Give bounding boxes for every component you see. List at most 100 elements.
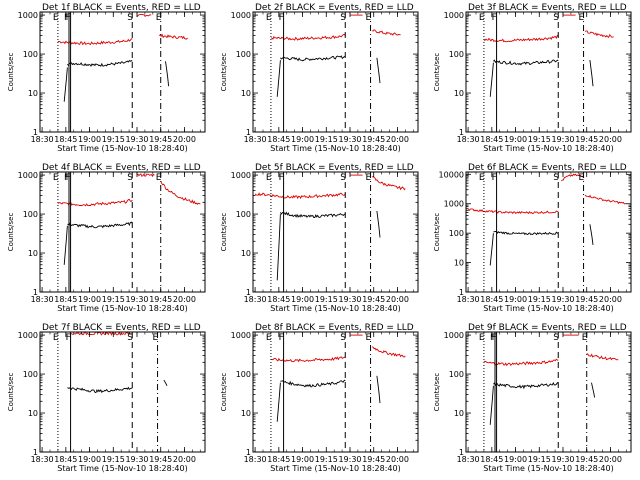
y-tick-label: 1 xyxy=(459,448,464,457)
series-line xyxy=(493,230,559,236)
x-tick-label: 18:30 xyxy=(244,295,267,304)
x-tick-label: 20:00 xyxy=(599,295,622,304)
x-tick-label: 19:00 xyxy=(504,135,527,144)
x-tick-label: 19:45 xyxy=(362,295,385,304)
series-line xyxy=(270,33,346,41)
panel-data xyxy=(270,14,401,97)
plot-frame xyxy=(252,11,419,133)
plot-frame xyxy=(465,331,632,453)
y-tick-label: 100 xyxy=(23,210,38,219)
series-line xyxy=(589,60,594,87)
marker-label: S xyxy=(340,173,346,183)
marker-label: F xyxy=(490,333,495,343)
x-axis-label: Start Time (15-Nov-10 18:28:40) xyxy=(57,304,187,313)
series-line xyxy=(276,382,281,422)
marker-label: E xyxy=(479,13,485,23)
x-tick-label: 19:30 xyxy=(125,295,148,304)
series-line xyxy=(376,210,381,238)
x-axis-label: Start Time (15-Nov-10 18:28:40) xyxy=(483,464,613,473)
marker-label: E xyxy=(366,173,372,183)
marker-label: E xyxy=(266,13,272,23)
x-tick-label: 18:30 xyxy=(244,135,267,144)
x-tick-label: 19:45 xyxy=(149,455,172,464)
marker-label: F xyxy=(279,173,284,183)
marker-label: S xyxy=(127,173,133,183)
y-tick-label: 10 xyxy=(454,89,464,98)
panel-title: Det 9f BLACK = Events, RED = LLD xyxy=(468,323,627,333)
marker-label: E xyxy=(479,333,485,343)
series-line xyxy=(276,214,281,281)
y-tick-label: 1 xyxy=(459,128,464,137)
x-tick-label: 18:30 xyxy=(457,455,480,464)
x-tick-label: 19:00 xyxy=(504,295,527,304)
series-line xyxy=(376,57,381,84)
x-tick-label: 18:45 xyxy=(480,295,503,304)
marker-label: F xyxy=(66,173,71,183)
marker-label: F xyxy=(492,333,497,343)
series-line xyxy=(493,59,559,66)
marker-label: S xyxy=(553,173,559,183)
y-tick-label: 10000 xyxy=(439,170,464,179)
y-tick-label: 10 xyxy=(28,409,38,418)
marker-label: E xyxy=(53,13,59,23)
y-tick-label: 10 xyxy=(454,259,464,268)
y-axis-label: Counts/sec xyxy=(220,373,228,412)
x-tick-label: 18:30 xyxy=(31,135,54,144)
y-tick-label: 1000 xyxy=(444,11,464,20)
x-tick-label: 19:30 xyxy=(338,455,361,464)
series-line xyxy=(136,13,152,18)
series-line xyxy=(376,375,381,404)
y-tick-label: 10 xyxy=(241,409,251,418)
y-tick-label: 100 xyxy=(236,210,251,219)
marker-label: S xyxy=(553,13,559,23)
y-tick-label: 1 xyxy=(33,448,38,457)
x-tick-label: 20:00 xyxy=(599,135,622,144)
x-tick-label: 19:00 xyxy=(291,455,314,464)
marker-label: E xyxy=(579,13,585,23)
x-axis-label: Start Time (15-Nov-10 18:28:40) xyxy=(270,464,400,473)
panel-title: Det 6f BLACK = Events, RED = LLD xyxy=(468,163,627,173)
y-axis-label: Counts/sec xyxy=(7,373,15,412)
marker-label: S xyxy=(340,333,346,343)
x-tick-label: 18:45 xyxy=(267,295,290,304)
x-axis-label: Start Time (15-Nov-10 18:28:40) xyxy=(483,144,613,153)
y-tick-label: 100 xyxy=(449,50,464,59)
x-tick-label: 19:00 xyxy=(78,455,101,464)
marker-label: F xyxy=(279,333,284,343)
marker-label: E xyxy=(579,173,585,183)
series-line xyxy=(280,211,346,219)
marker-label: E xyxy=(156,173,162,183)
plot-frame xyxy=(39,171,206,293)
x-tick-label: 19:45 xyxy=(149,135,172,144)
x-tick-label: 18:45 xyxy=(267,455,290,464)
panel-title: Det 8f BLACK = Events, RED = LLD xyxy=(255,323,414,333)
y-axis-label: Counts/sec xyxy=(7,213,15,252)
x-tick-label: 19:30 xyxy=(125,455,148,464)
series-line xyxy=(489,62,494,97)
x-tick-label: 20:00 xyxy=(173,455,196,464)
x-tick-label: 19:45 xyxy=(149,295,172,304)
y-tick-label: 100 xyxy=(449,370,464,379)
series-line xyxy=(591,382,596,398)
y-tick-label: 10 xyxy=(241,249,251,258)
x-tick-label: 18:30 xyxy=(457,295,480,304)
series-line xyxy=(371,346,406,358)
marker-label: F xyxy=(492,173,497,183)
plot-frame xyxy=(252,171,419,293)
panel-title: Det 3f BLACK = Events, RED = LLD xyxy=(468,3,627,13)
y-tick-label: 1000 xyxy=(444,200,464,209)
plot-frame xyxy=(465,11,632,133)
series-line xyxy=(254,192,346,200)
x-tick-label: 18:45 xyxy=(480,135,503,144)
x-tick-label: 19:15 xyxy=(102,135,125,144)
x-tick-label: 20:00 xyxy=(173,135,196,144)
series-line xyxy=(371,29,401,36)
x-axis-label: Start Time (15-Nov-10 18:28:40) xyxy=(57,464,187,473)
marker-label: E xyxy=(479,173,485,183)
x-tick-label: 20:00 xyxy=(173,295,196,304)
